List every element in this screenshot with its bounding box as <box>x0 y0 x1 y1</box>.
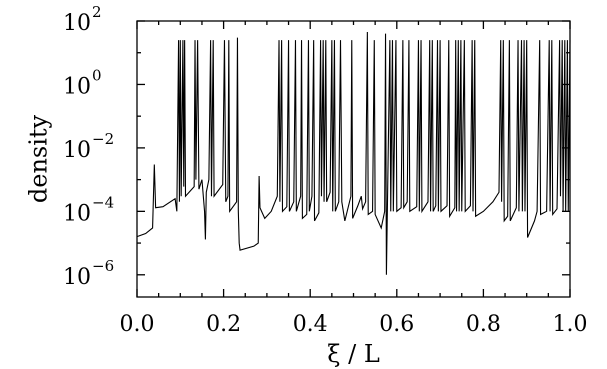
x-tick-label: 0.2 <box>206 312 241 337</box>
y-tick-label: 10 −6 <box>63 257 114 290</box>
y-tick-label: 10 −4 <box>63 193 114 226</box>
y-tick-label: 10 −2 <box>63 130 114 163</box>
y-tick-base: 10 <box>63 138 91 163</box>
y-tick-base: 10 <box>63 11 91 36</box>
y-tick-exponent: 0 <box>92 66 102 84</box>
plot-frame <box>136 20 571 298</box>
y-axis-title: density <box>25 114 53 203</box>
y-tick-exponent: −6 <box>92 257 114 275</box>
x-tick-label: 0.4 <box>293 312 328 337</box>
x-tick-label: 0.6 <box>379 312 414 337</box>
x-axis: 0.0 0.2 0.4 0.6 0.8 1.0 <box>120 21 588 337</box>
y-tick-base: 10 <box>63 74 91 99</box>
y-tick-exponent: 2 <box>92 3 102 21</box>
x-tick-label: 0.8 <box>466 312 501 337</box>
y-tick-base: 10 <box>63 265 91 290</box>
x-tick-label: 1.0 <box>553 312 588 337</box>
plot-area <box>136 20 571 298</box>
y-tick-exponent: −4 <box>92 193 114 211</box>
y-tick-exponent: −2 <box>92 130 114 148</box>
y-tick-base: 10 <box>63 201 91 226</box>
density-series-line <box>136 31 571 275</box>
x-axis-title: ξ / L <box>327 340 380 368</box>
y-tick-label: 10 0 <box>63 66 102 99</box>
x-tick-label: 0.0 <box>120 312 155 337</box>
y-tick-label: 10 2 <box>63 3 102 36</box>
